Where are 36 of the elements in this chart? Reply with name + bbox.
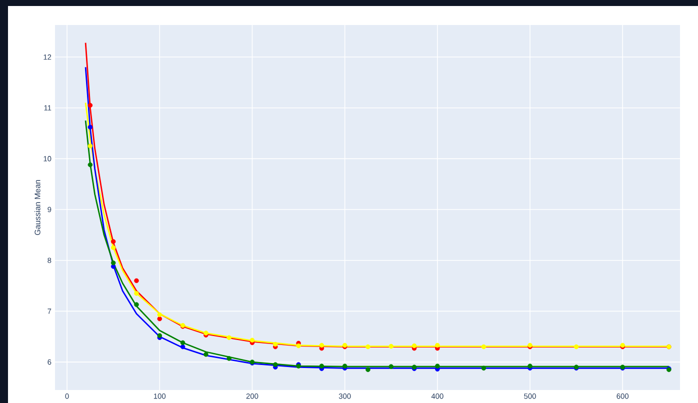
point [134, 278, 139, 284]
point [180, 340, 186, 346]
point [157, 312, 162, 318]
point [110, 245, 116, 250]
point [435, 364, 440, 368]
point [110, 239, 116, 244]
point [366, 344, 370, 350]
point [296, 343, 301, 348]
point [110, 260, 116, 266]
point [88, 124, 93, 130]
point [88, 144, 93, 148]
point [88, 102, 93, 108]
point [157, 316, 162, 322]
point [226, 356, 232, 361]
point [481, 366, 486, 371]
point [366, 367, 370, 372]
point [226, 335, 232, 340]
point [412, 343, 417, 348]
point [272, 342, 278, 347]
point [388, 344, 394, 349]
point [272, 362, 278, 367]
point [134, 291, 139, 296]
point [250, 338, 255, 343]
point [388, 364, 394, 370]
point [157, 333, 162, 338]
point [342, 364, 348, 368]
point [319, 364, 324, 368]
point [88, 162, 93, 168]
point [574, 344, 579, 350]
point [435, 342, 440, 348]
point [319, 342, 324, 348]
point [134, 302, 139, 307]
point [180, 344, 186, 350]
point [528, 364, 532, 368]
point [481, 344, 486, 350]
point [204, 352, 208, 357]
